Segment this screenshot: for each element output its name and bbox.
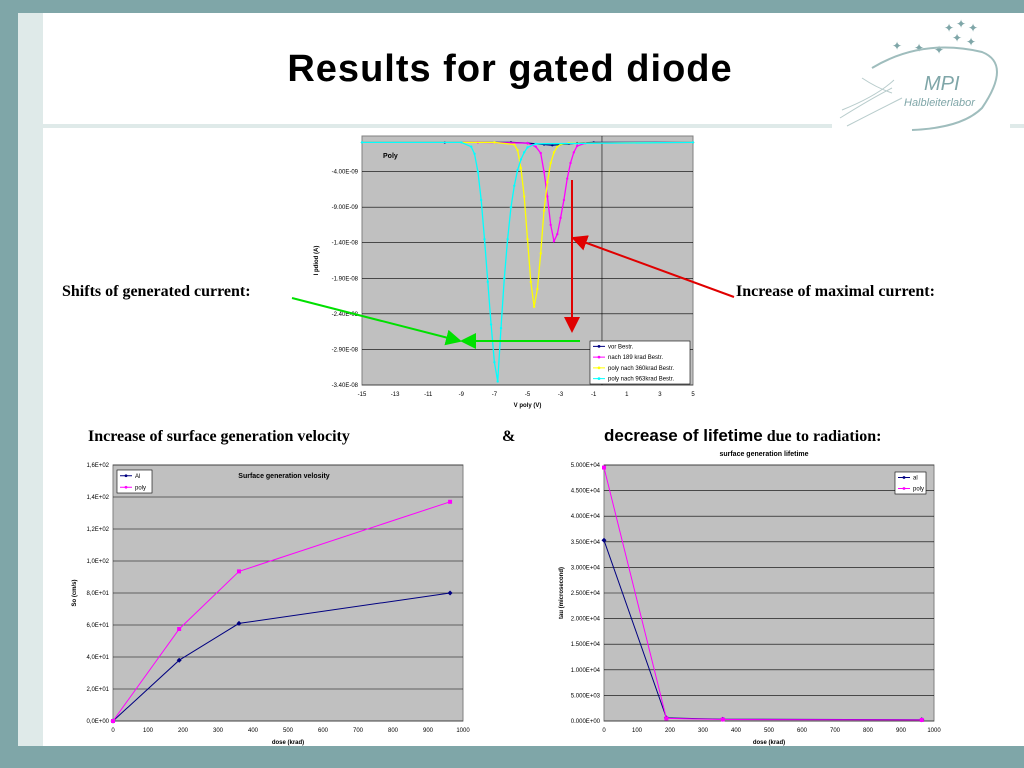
svg-text:✦: ✦	[914, 41, 924, 55]
svg-text:✦: ✦	[966, 35, 976, 49]
caption-surface-velocity: Increase of surface generation velocity	[88, 428, 350, 445]
caption-lifetime: decrease of lifetime due to radiation:	[604, 426, 881, 446]
label-shifts: Shifts of generated current:	[62, 283, 251, 300]
svg-text:✦: ✦	[944, 21, 954, 35]
svg-text:✦: ✦	[934, 43, 944, 57]
caption-lifetime-a: decrease of lifetime	[604, 426, 763, 445]
svg-text:✦: ✦	[892, 39, 902, 53]
label-max-current: Increase of maximal current:	[736, 283, 935, 300]
mpi-logo: ✦ ✦ ✦ ✦ ✦ ✦ ✦ ✦ MPI Halbleiterlabor	[832, 18, 1010, 136]
title-divider	[43, 124, 1024, 128]
caption-lifetime-b: due to radiation:	[762, 428, 882, 445]
svg-text:✦: ✦	[956, 18, 966, 31]
caption-ampersand: &	[502, 428, 516, 445]
logo-name: MPI	[924, 73, 960, 95]
logo-subtitle: Halbleiterlabor	[904, 97, 976, 109]
slide-title: Results for gated diode	[287, 48, 733, 90]
svg-text:✦: ✦	[968, 21, 978, 35]
logo-stars-icon: ✦ ✦ ✦ ✦ ✦ ✦ ✦ ✦	[892, 18, 978, 57]
svg-text:✦: ✦	[952, 31, 962, 45]
left-stripe	[18, 13, 43, 746]
